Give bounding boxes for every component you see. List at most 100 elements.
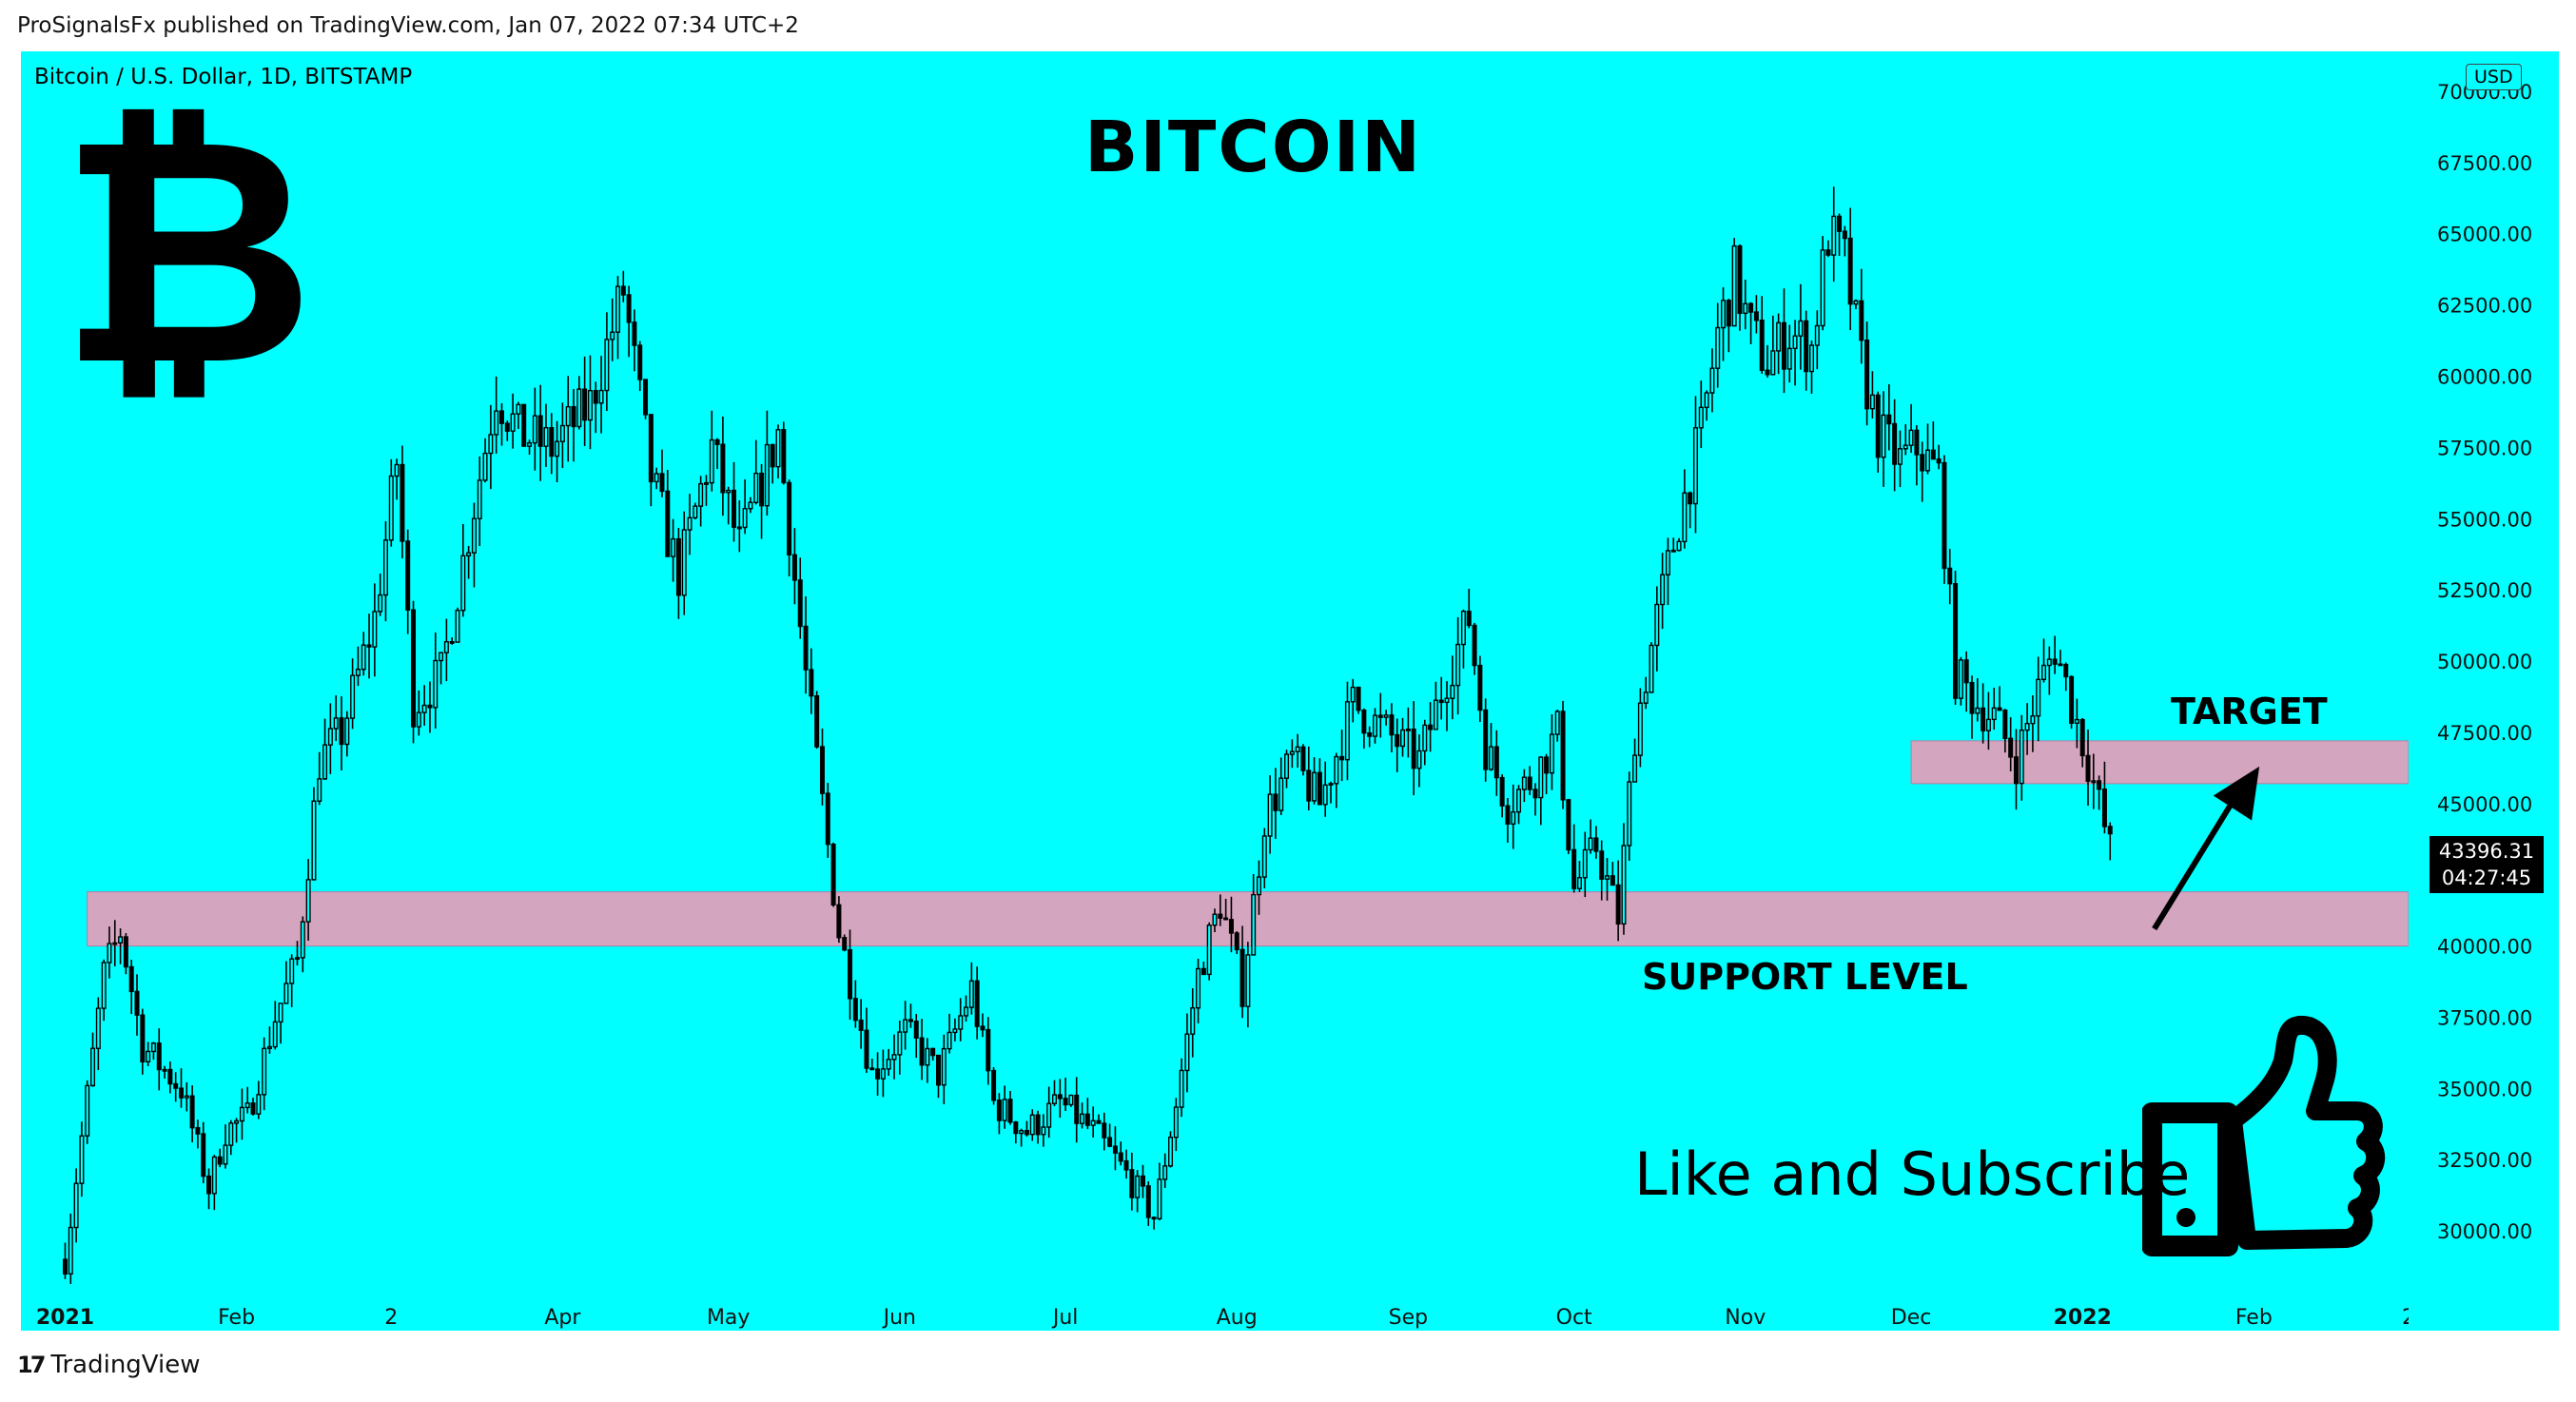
candle-body — [1112, 1145, 1118, 1154]
candle-body — [2107, 826, 2113, 835]
candle-body — [675, 537, 681, 596]
candle-body — [1472, 624, 1477, 667]
candle-body — [1057, 1094, 1063, 1100]
candle-body — [1605, 875, 1610, 880]
candle-body — [372, 611, 378, 648]
candle-body — [974, 980, 980, 1027]
candle-body — [852, 998, 858, 1022]
candle-body — [1731, 244, 1737, 327]
candle-body — [1770, 350, 1776, 376]
y-tick-label: 60000.00 — [2437, 365, 2532, 388]
candle-body — [1726, 300, 1731, 327]
candle-body — [968, 980, 974, 1008]
candle-body — [1869, 394, 1875, 410]
candle-body — [1627, 781, 1632, 847]
candle-body — [498, 410, 504, 424]
chart-plot-area[interactable]: 2021 Feb 2 Apr May Jun Jul Aug Sep Oct Nov Dec 2022 F… — [21, 51, 2409, 1331]
candle-body — [433, 659, 439, 709]
y-tick-label: 35000.00 — [2437, 1078, 2532, 1100]
candle-body — [1549, 733, 1554, 774]
candle-body — [2091, 780, 2097, 784]
candle-body — [1743, 302, 1748, 315]
candle-body — [1953, 583, 1959, 699]
price-axis[interactable]: 30000.00 32500.00 35000.00 37500.00 40000.00… — [2409, 51, 2559, 1331]
candle-body — [278, 1003, 283, 1023]
currency-button[interactable]: USD — [2466, 64, 2522, 90]
x-tick-label: Feb — [218, 1306, 255, 1330]
candle-body — [1278, 777, 1284, 811]
candle-body — [869, 1067, 875, 1071]
candle-body — [146, 1050, 151, 1063]
candle-body — [2069, 675, 2075, 724]
candle-body — [1383, 714, 1389, 718]
tradingview-brand[interactable]: 17 TradingView — [17, 1351, 201, 1379]
candle-body — [2101, 788, 2107, 828]
candle-body — [173, 1082, 179, 1089]
candle-body — [1024, 1129, 1029, 1136]
candle-body — [311, 800, 317, 881]
y-tick-label: 62500.00 — [2437, 295, 2532, 318]
candle-body — [1781, 321, 1786, 370]
candle-body — [742, 508, 748, 529]
candle-body — [946, 1031, 952, 1050]
candle-body — [443, 640, 449, 653]
candle-body — [1527, 776, 1532, 790]
candle-body — [1135, 1175, 1141, 1198]
candle-body — [1499, 776, 1505, 807]
y-tick-label: 40000.00 — [2437, 936, 2532, 959]
candle-body — [952, 1028, 958, 1034]
candle-body — [1682, 492, 1688, 543]
candle-body — [764, 443, 770, 507]
candle-body — [1289, 750, 1295, 755]
candle-body — [1969, 681, 1975, 714]
symbol-description[interactable]: Bitcoin / U.S. Dollar, 1D, BITSTAMP — [34, 65, 413, 89]
candle-body — [681, 529, 687, 596]
candle-body — [637, 344, 643, 380]
candle-body — [1637, 702, 1643, 756]
candle-body — [1046, 1102, 1052, 1128]
candle-body — [1444, 697, 1450, 704]
candle-body — [455, 610, 460, 643]
candle-body — [73, 1182, 79, 1229]
candle-body — [466, 552, 472, 556]
candle-body — [809, 669, 814, 697]
candle-body — [626, 294, 632, 323]
candle-body — [791, 554, 797, 581]
candle-body — [1179, 1069, 1184, 1108]
candle-body — [1698, 406, 1704, 429]
candle-body — [1914, 429, 1920, 456]
candle-body — [266, 1045, 272, 1049]
candle-body — [460, 555, 466, 612]
candle-body — [516, 403, 521, 415]
candle-body — [875, 1068, 881, 1080]
candle-body — [1566, 799, 1571, 851]
candle-body — [1521, 776, 1527, 790]
x-tick-label: Oct — [1556, 1306, 1592, 1330]
candle-body — [1925, 449, 1931, 472]
candle-body — [1831, 215, 1837, 256]
candle-body — [919, 1037, 925, 1066]
candle-body — [1377, 714, 1383, 718]
candle-body — [671, 537, 676, 557]
candle-body — [559, 424, 565, 442]
candle-body — [223, 1144, 228, 1165]
candle-body — [1798, 320, 1804, 337]
candle-body — [1808, 344, 1815, 373]
candle-body — [1317, 771, 1322, 806]
candle-body — [1991, 707, 1997, 721]
candle-body — [1963, 659, 1969, 684]
candle-body — [1554, 711, 1560, 735]
candle-body — [211, 1156, 217, 1195]
candle-body — [1842, 230, 1847, 240]
candle-body — [665, 490, 671, 557]
candle-body — [2030, 715, 2036, 725]
candle-body — [1361, 709, 1367, 734]
candle-body — [1306, 769, 1312, 802]
y-tick-label: 50000.00 — [2437, 651, 2532, 673]
candle-body — [1206, 925, 1212, 976]
y-tick-label: 52500.00 — [2437, 579, 2532, 602]
candle-body — [439, 652, 444, 662]
candle-body — [1942, 461, 1947, 570]
publish-attribution: ProSignalsFx published on TradingView.co… — [17, 13, 799, 38]
candle-body — [1654, 603, 1660, 647]
